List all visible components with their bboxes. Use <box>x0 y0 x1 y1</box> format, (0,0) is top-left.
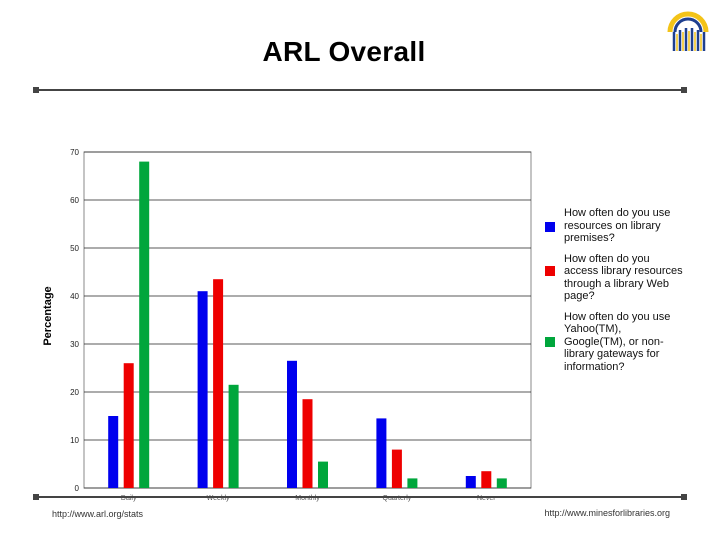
bar <box>228 384 239 488</box>
y-tick-label: 30 <box>70 340 79 349</box>
y-tick-label: 50 <box>70 244 79 253</box>
arch-logo-icon <box>666 10 710 54</box>
x-tick-label: Monthly <box>295 495 320 502</box>
bar <box>287 360 297 488</box>
footer-right-url: http://www.minesforlibraries.org <box>544 508 670 518</box>
legend-item: How often do you use Yahoo(TM), Google(T… <box>545 311 685 374</box>
bottom-divider-left-end <box>33 494 39 500</box>
y-tick-label: 60 <box>70 196 79 205</box>
x-tick-label: Weekly <box>207 495 230 502</box>
slide-title: ARL Overall <box>262 36 426 67</box>
top-divider-left-end <box>33 87 39 93</box>
x-tick-label: Daily <box>121 495 137 502</box>
y-tick-label: 40 <box>70 292 79 301</box>
x-tick-label: Quarterly <box>383 495 412 502</box>
bar <box>496 478 507 488</box>
bar <box>213 279 224 488</box>
legend-label: How often do you use Yahoo(TM), Google(T… <box>564 310 671 373</box>
bottom-divider <box>36 496 684 498</box>
legend-item: How often do you use resources on librar… <box>545 207 685 245</box>
top-divider <box>36 89 684 91</box>
bar <box>407 478 418 488</box>
footer-left-url: http://www.arl.org/stats <box>52 509 144 519</box>
legend-label: How often do you access library resource… <box>564 252 683 303</box>
y-tick-label: 20 <box>70 388 79 397</box>
legend-item: How often do you access library resource… <box>545 253 685 303</box>
y-tick-label: 10 <box>70 436 79 445</box>
bar <box>139 161 150 488</box>
bar <box>391 449 402 488</box>
legend-swatch <box>545 265 555 276</box>
legend-label: How often do you use resources on librar… <box>564 207 671 244</box>
top-divider-right-end <box>681 87 687 93</box>
y-tick-label: 0 <box>75 484 80 493</box>
bar <box>481 471 492 488</box>
bar <box>465 476 476 488</box>
bar <box>376 418 387 488</box>
y-tick-label: 70 <box>70 148 79 157</box>
bar <box>302 399 313 488</box>
bar <box>123 363 134 488</box>
legend-swatch <box>545 336 555 347</box>
bar <box>318 461 328 488</box>
x-tick-label: Never <box>477 495 496 502</box>
chart-legend: How often do you use resources on librar… <box>545 207 685 381</box>
bar <box>197 291 208 488</box>
bar <box>108 416 119 488</box>
bottom-divider-right-end <box>681 494 687 500</box>
y-axis-label: Percentage <box>42 286 54 346</box>
legend-swatch <box>545 222 555 232</box>
